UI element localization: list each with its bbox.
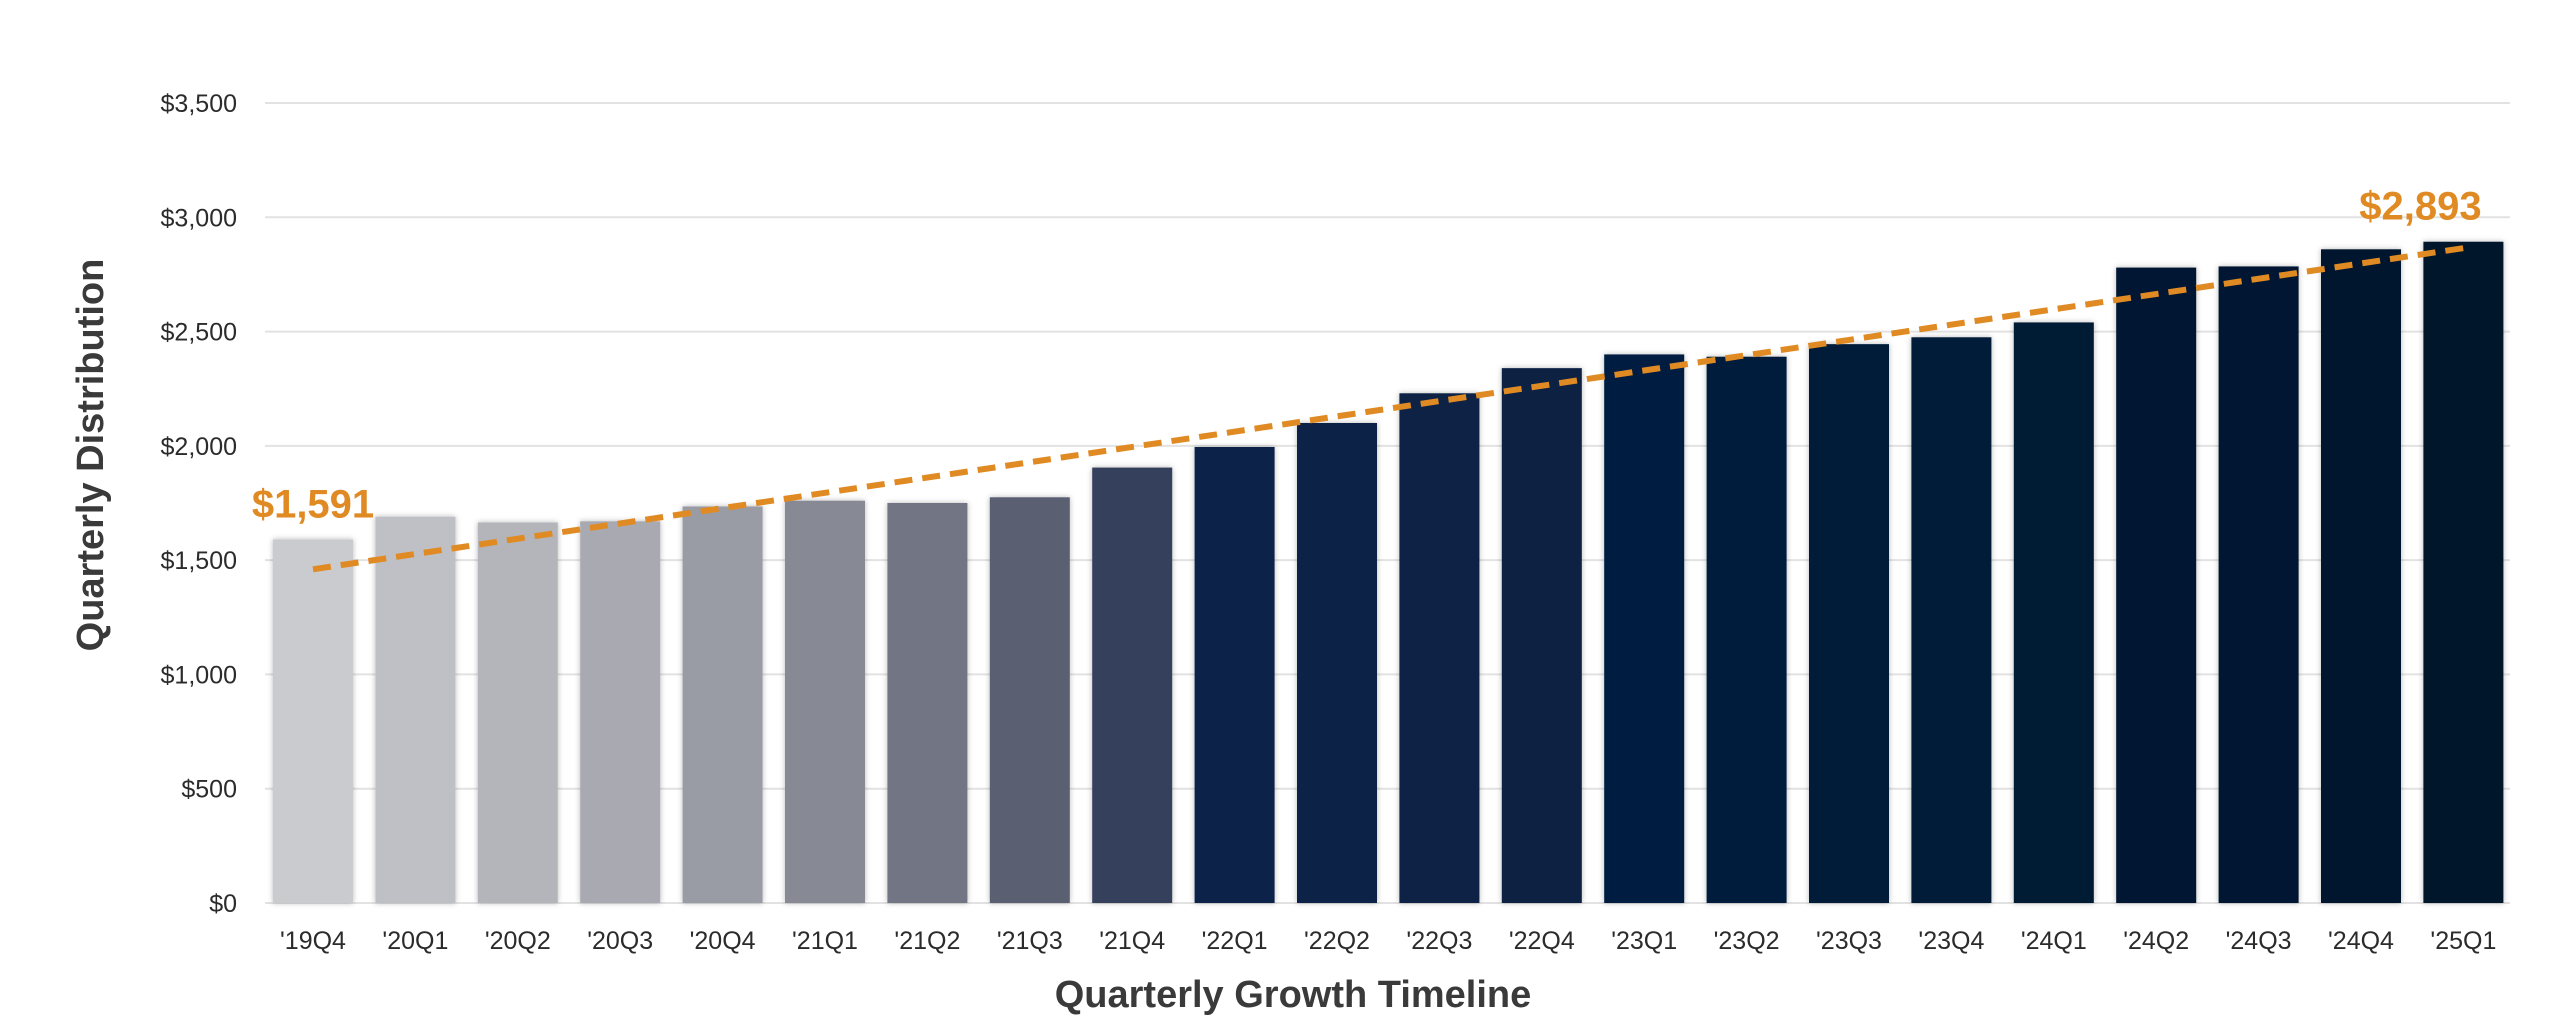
x-tick-label: '24Q2 [2123, 927, 2189, 955]
bar [1297, 423, 1377, 903]
value-callout: $1,591 [252, 482, 374, 526]
bar [1706, 356, 1787, 903]
bar [1399, 393, 1480, 903]
x-tick-label: '21Q4 [1099, 927, 1165, 955]
bar [1809, 344, 1889, 904]
bars [273, 241, 2504, 904]
bar [273, 539, 353, 903]
x-tick-label: '23Q3 [1816, 927, 1882, 955]
x-tick-label: '20Q2 [485, 927, 551, 955]
bar [2423, 241, 2504, 903]
y-tick-label: $0 [209, 890, 237, 918]
x-tick-label: '24Q1 [2021, 927, 2087, 955]
x-tick-label: '20Q3 [587, 927, 653, 955]
bar [1194, 447, 1275, 903]
x-tick-label: '22Q3 [1406, 927, 1472, 955]
x-tick-label: '22Q1 [1202, 927, 1268, 955]
y-tick-label: $2,000 [161, 433, 237, 461]
y-tick-label: $500 [181, 776, 237, 804]
y-tick-label: $3,500 [161, 90, 237, 118]
x-tick-label: '23Q2 [1714, 927, 1780, 955]
bar [682, 506, 763, 903]
bar [1501, 368, 1582, 904]
y-tick-label: $3,000 [161, 204, 237, 232]
bar [2218, 266, 2299, 903]
bar [2013, 322, 2094, 903]
x-axis-ticks: '19Q4 '20Q1 '20Q2 '20Q3 '20Q4 '21Q1 '21Q2 '21Q3… [280, 927, 2496, 955]
bar [375, 516, 456, 903]
x-tick-label: '24Q4 [2328, 927, 2394, 955]
bar [477, 522, 558, 903]
x-tick-label: '22Q2 [1304, 927, 1370, 955]
bar [1604, 354, 1685, 903]
bar [2116, 267, 2197, 904]
y-tick-label: $2,500 [161, 319, 237, 347]
y-axis-ticks: $0 $500 $1,000 $1,500 $2,000 $2,500 $3,000 $3,5… [161, 90, 237, 918]
x-tick-label: '21Q3 [997, 927, 1063, 955]
bar [1092, 467, 1173, 903]
x-tick-label: '21Q1 [792, 927, 858, 955]
bar [1911, 337, 1992, 903]
y-axis-title: Quarterly Distribution [70, 259, 112, 652]
x-tick-label: '23Q4 [1918, 927, 1984, 955]
x-tick-label: '22Q4 [1509, 927, 1575, 955]
x-tick-label: '19Q4 [280, 927, 346, 955]
bar [887, 503, 968, 903]
bar [580, 521, 661, 903]
annotations: $1,591 $2,893 [252, 185, 2482, 527]
x-tick-label: '21Q2 [894, 927, 960, 955]
x-tick-label: '20Q1 [382, 927, 448, 955]
y-tick-label: $1,500 [161, 547, 237, 575]
y-tick-label: $1,000 [161, 661, 237, 689]
bar [989, 497, 1070, 903]
value-callout: $2,893 [2359, 185, 2481, 229]
x-tick-label: '25Q1 [2430, 927, 2496, 955]
x-tick-label: '23Q1 [1611, 927, 1677, 955]
x-tick-label: '20Q4 [690, 927, 756, 955]
bar [2321, 249, 2401, 904]
x-axis-title: Quarterly Growth Timeline [1055, 974, 1532, 1016]
bar [785, 500, 865, 903]
x-tick-label: '24Q3 [2226, 927, 2292, 955]
